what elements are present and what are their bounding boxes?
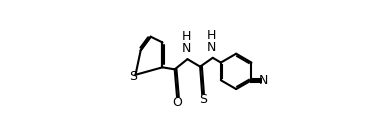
Text: H: H xyxy=(207,29,217,42)
Text: H: H xyxy=(182,30,192,43)
Text: S: S xyxy=(129,70,137,83)
Text: N: N xyxy=(182,42,192,55)
Text: O: O xyxy=(173,95,183,109)
Text: S: S xyxy=(199,93,207,106)
Text: N: N xyxy=(259,74,268,87)
Text: N: N xyxy=(207,41,217,54)
